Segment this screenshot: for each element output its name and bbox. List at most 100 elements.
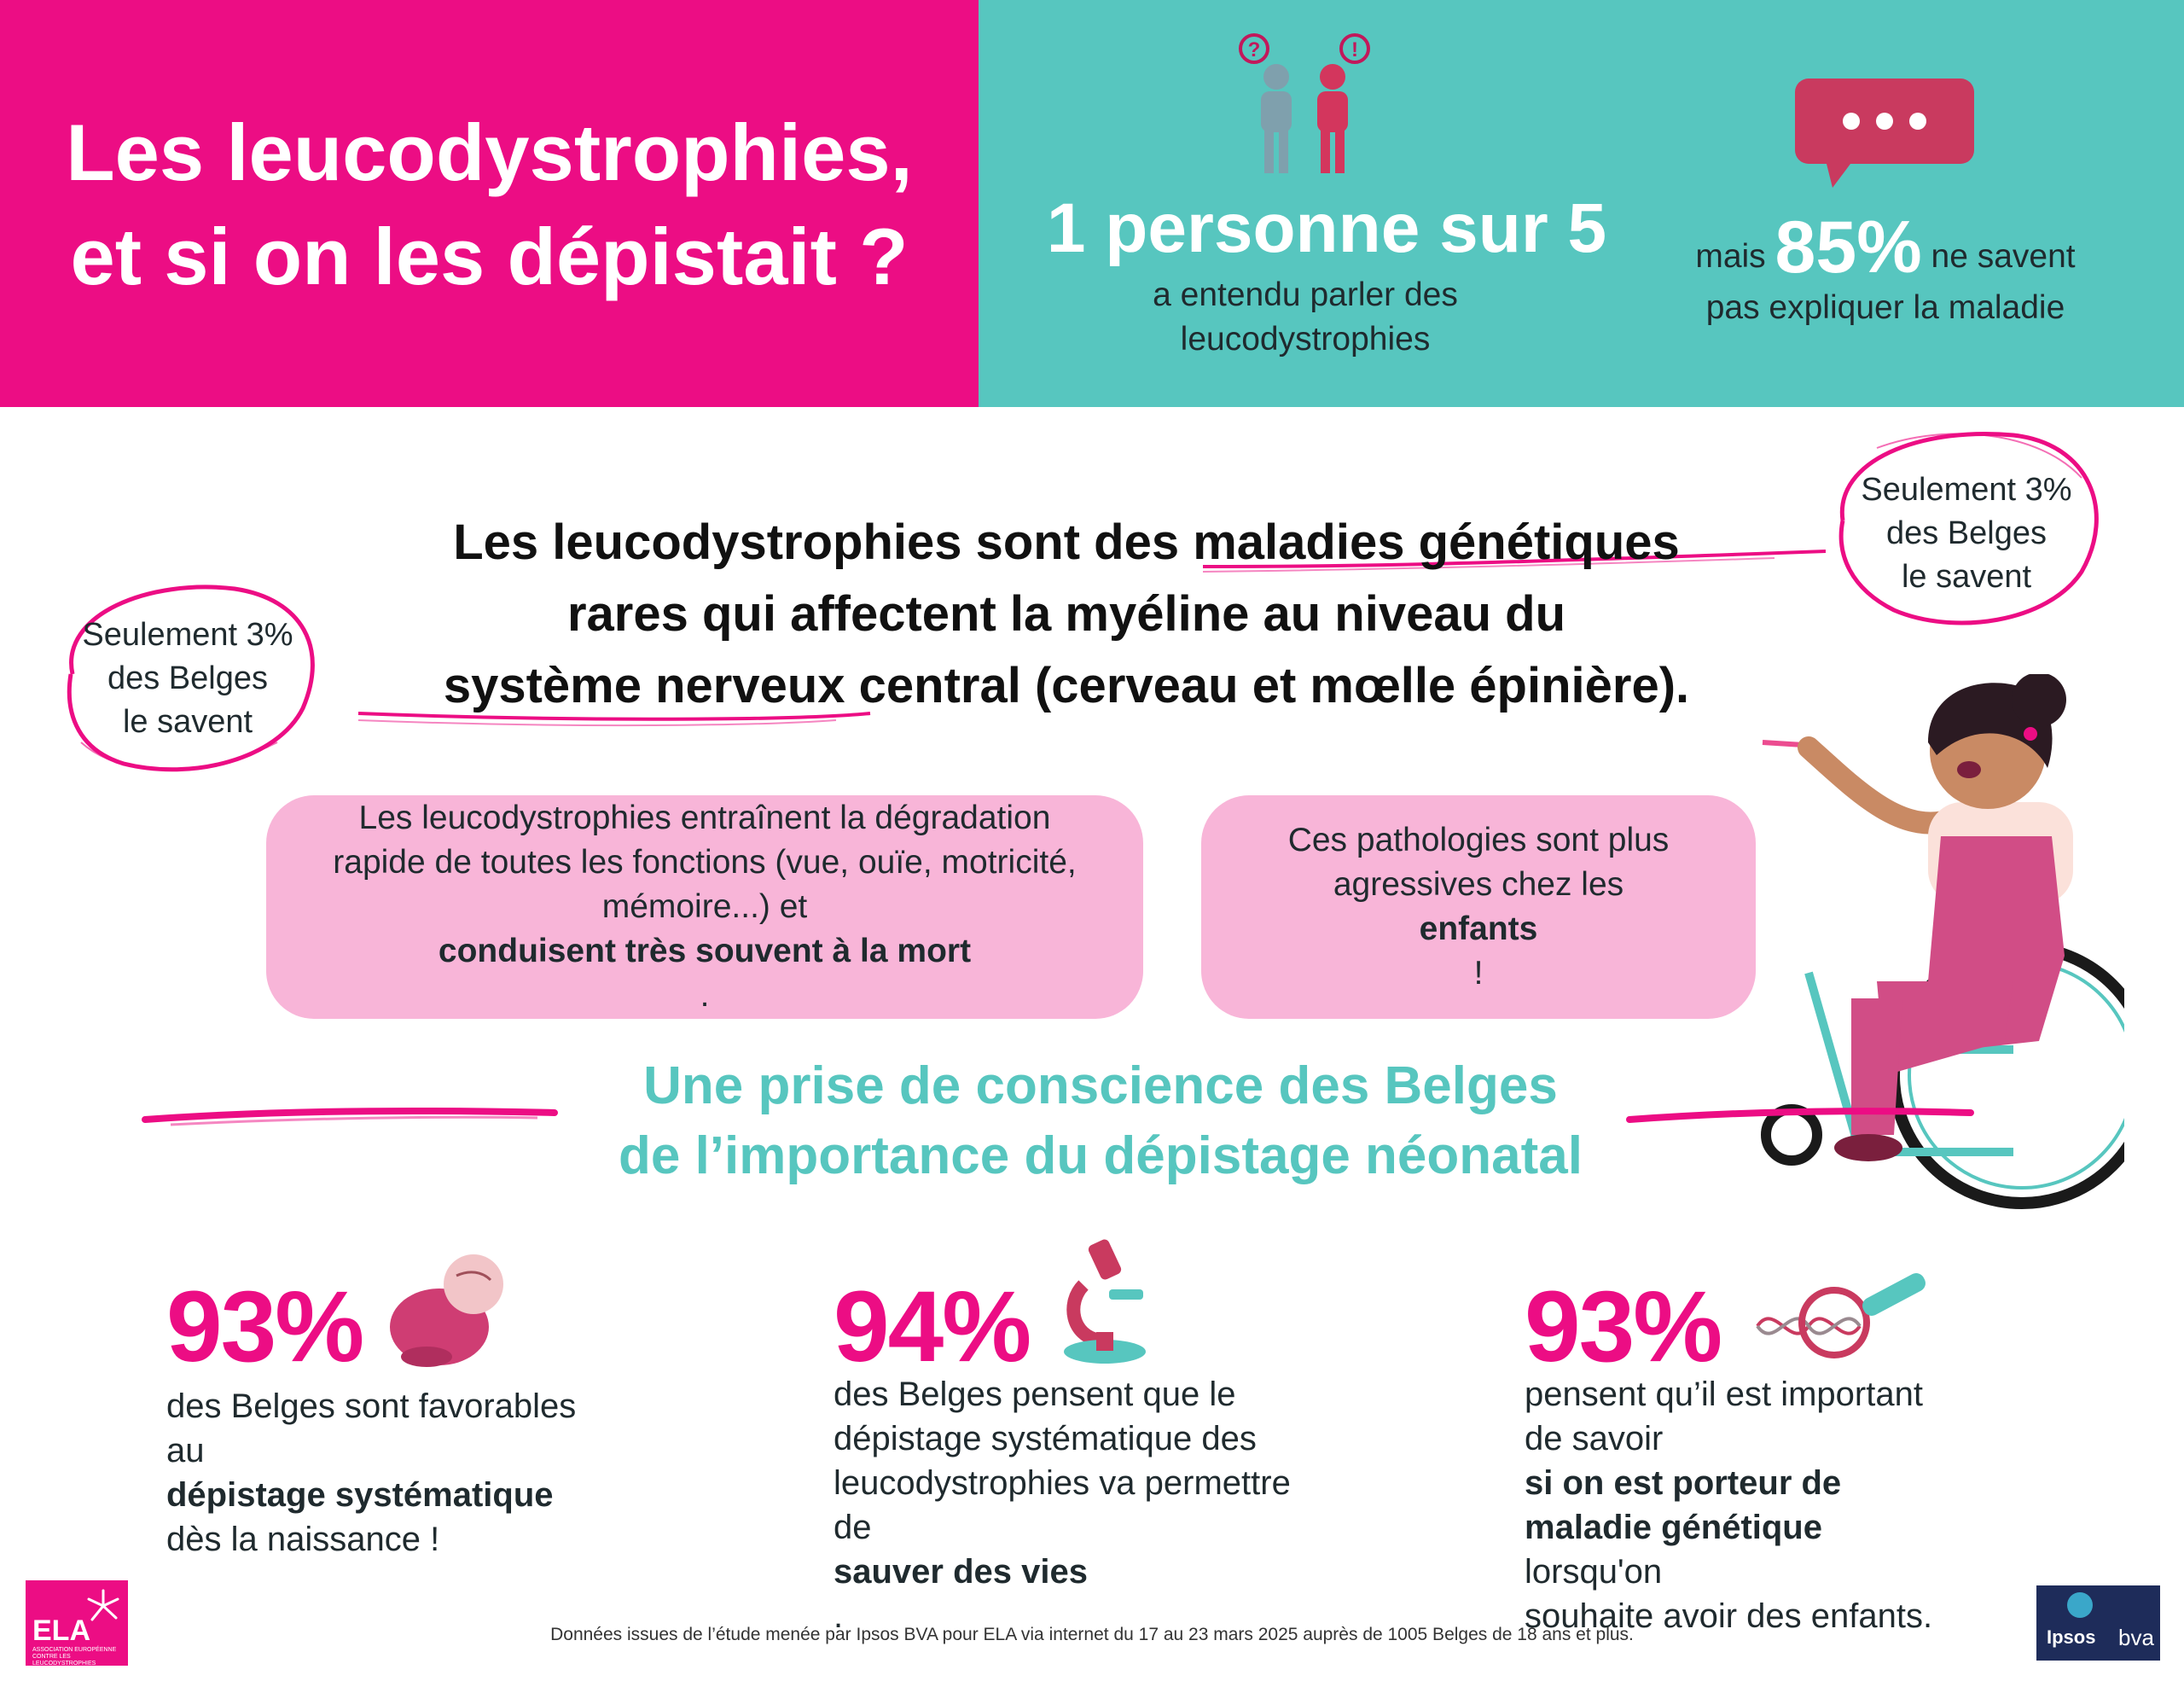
stat-emphasis: sauver des vies (834, 1553, 1088, 1591)
girl-in-wheelchair-illustration (1761, 674, 2124, 1209)
two-people-question-exclamation-icon: ? ! (1239, 33, 1370, 173)
stat-description: des Belges pensent que le dépistage syst… (834, 1372, 1362, 1638)
bubble-text: Seulement 3% des Belges le savent (47, 572, 328, 785)
ela-logo: ELA ASSOCIATION EUROPÉENNE CONTRE LES LE… (26, 1580, 128, 1667)
stat-line: de sauver des vies. (834, 1505, 1362, 1638)
stat-suffix: ne savent (1931, 238, 2076, 275)
section-title-line: de l’importance du dépistage néonatal (619, 1126, 1583, 1185)
ela-wordmark: ELA (32, 1614, 90, 1647)
bubble-line: le savent (122, 703, 253, 740)
stat-emphasis: si on est porteur de (1525, 1464, 1842, 1502)
baby-icon (390, 1254, 503, 1367)
stat-segment: de savoir (1525, 1420, 1664, 1457)
card-line: Ces pathologies sont plus (1287, 822, 1670, 858)
ela-tagline: ASSOCIATION EUROPÉENNE CONTRE LES LEUCOD… (32, 1647, 117, 1667)
stat-block-carrier: 93% pensent qu’il est important de savoi… (1525, 1277, 2053, 1638)
card-segment: agressives chez les (1333, 866, 1624, 903)
title-line-2: et si on les dépistait ? (70, 212, 909, 301)
info-card-children: Ces pathologies sont plus agressives che… (1201, 795, 1756, 1019)
card-segment: mémoire...) et (601, 888, 808, 925)
header-pink-panel (0, 0, 979, 407)
bubble-line: des Belges (107, 660, 268, 696)
stat-line: dès la naissance ! (166, 1521, 440, 1558)
stat-block-favorable: 93% des Belges sont favorables au dépist… (166, 1277, 695, 1562)
stat-line: des Belges pensent que le (834, 1376, 1236, 1413)
stat-one-in-five-caption: a entendu parler des leucodystrophies (1066, 273, 1544, 362)
stat-line: pensent qu’il est important (1525, 1376, 1923, 1413)
bubble-text: Seulement 3% des Belges le savent (1826, 427, 2107, 640)
callout-bubble-left: Seulement 3% des Belges le savent (47, 572, 328, 785)
ela-star-icon (87, 1589, 119, 1621)
stat-segment: . (834, 1597, 844, 1635)
stat-description: des Belges sont favorables au dépistage … (166, 1384, 695, 1562)
card-emphasis: enfants (1419, 910, 1538, 947)
definition-line-1: Les leucodystrophies sont des maladies g… (358, 507, 1774, 579)
svg-text:?: ? (1248, 38, 1261, 61)
definition-segment: Les leucodystrophies sont des (453, 515, 1194, 570)
source-footnote: Données issues de l’étude menée par Ipso… (550, 1625, 1634, 1644)
microscope-icon (1064, 1239, 1146, 1364)
stat-percentage: 94% (834, 1271, 1031, 1383)
page-title: Les leucodystrophies, et si on les dépis… (0, 101, 979, 309)
stat-emphasis: dépistage systématique (166, 1476, 554, 1514)
stat-line: de savoir si on est porteur de (1525, 1416, 2053, 1505)
stat-emphasis: maladie génétique (1525, 1509, 1822, 1546)
stat-85-percent: mais 85% ne savent (1647, 209, 2124, 295)
stat-line: des Belges sont favorables (166, 1387, 577, 1425)
underline-strokes (357, 550, 1827, 727)
card-line: rapide de toutes les fonctions (vue, ouï… (333, 844, 1077, 881)
ipsos-bva-logo: Ipsos bva (2036, 1585, 2160, 1661)
stat-line: souhaite avoir des enfants. (1525, 1597, 1933, 1635)
stat-line: au dépistage systématique (166, 1428, 695, 1517)
card-emphasis: conduisent très souvent à la mort (438, 933, 972, 969)
stat-segment: lorsqu'on (1525, 1553, 1663, 1591)
definition-line-2: rares qui affectent la myéline au niveau… (566, 586, 1566, 642)
left-brush-stroke (142, 1108, 558, 1126)
right-brush-stroke (1626, 1108, 1974, 1123)
stat-description: pensent qu’il est important de savoir si… (1525, 1372, 2053, 1638)
card-line: Les leucodystrophies entraînent la dégra… (358, 800, 1051, 836)
stat-percentage: 93% (166, 1271, 364, 1383)
caption-line: a entendu parler des (1153, 276, 1458, 313)
stat-percentage: 93% (1525, 1271, 1722, 1383)
definition-segment: (cerveau et mœlle épinière). (1020, 658, 1690, 713)
callout-bubble-right: Seulement 3% des Belges le savent (1826, 427, 2107, 640)
dna-magnifier-icon (1756, 1273, 1926, 1358)
stat-prefix: mais (1695, 238, 1766, 275)
definition-text: Les leucodystrophies sont des maladies g… (358, 507, 1774, 722)
speech-bubble-ellipsis-icon (1795, 79, 1974, 188)
header-teal-panel (979, 0, 2184, 407)
stat-block-save-lives: 94% des Belges pensent que le dépistage … (834, 1277, 1362, 1638)
header-banner: Les leucodystrophies, et si on les dépis… (0, 0, 2184, 407)
card-segment: . (700, 977, 710, 1014)
svg-text:!: ! (1351, 38, 1358, 61)
bubble-line: Seulement 3% (82, 616, 293, 653)
bubble-outline (1838, 432, 2099, 625)
bubble-line: le savent (1901, 558, 2032, 595)
card-segment: ! (1473, 955, 1484, 992)
definition-emphasis: système nerveux central (443, 658, 1021, 713)
ipsos-wordmark: Ipsos (2047, 1626, 2096, 1648)
caption-line: leucodystrophies (1180, 321, 1431, 358)
stat-segment: au (166, 1432, 205, 1469)
stat-85-value: 85% (1774, 207, 1922, 288)
title-line-1: Les leucodystrophies, (66, 108, 913, 197)
definition-line-3: système nerveux central (cerveau et mœll… (358, 650, 1774, 722)
card-line: mémoire...) et conduisent très souvent à… (439, 885, 971, 1018)
bva-wordmark: bva (2118, 1625, 2154, 1650)
stat-85-caption: pas expliquer la maladie (1705, 289, 2065, 326)
info-card-degradation: Les leucodystrophies entraînent la dégra… (266, 795, 1143, 1019)
card-line: agressives chez les enfants ! (1333, 863, 1623, 996)
section-title: Une prise de conscience des Belges de l’… (478, 1051, 1723, 1191)
ipsos-mark-icon (2067, 1592, 2093, 1618)
bubble-line: Seulement 3% (1861, 471, 2072, 508)
stat-line: maladie génétique lorsqu'on (1525, 1505, 2053, 1594)
bubble-outline (67, 585, 315, 772)
section-title-line: Une prise de conscience des Belges (643, 1056, 1558, 1115)
stat-line: dépistage systématique des (834, 1420, 1257, 1457)
stat-one-in-five: 1 personne sur 5 (1046, 189, 1607, 267)
definition-emphasis: maladies génétiques (1193, 515, 1680, 570)
stat-segment: de (834, 1509, 872, 1546)
stat-line: leucodystrophies va permettre (834, 1464, 1291, 1502)
bubble-line: des Belges (1885, 515, 2047, 551)
